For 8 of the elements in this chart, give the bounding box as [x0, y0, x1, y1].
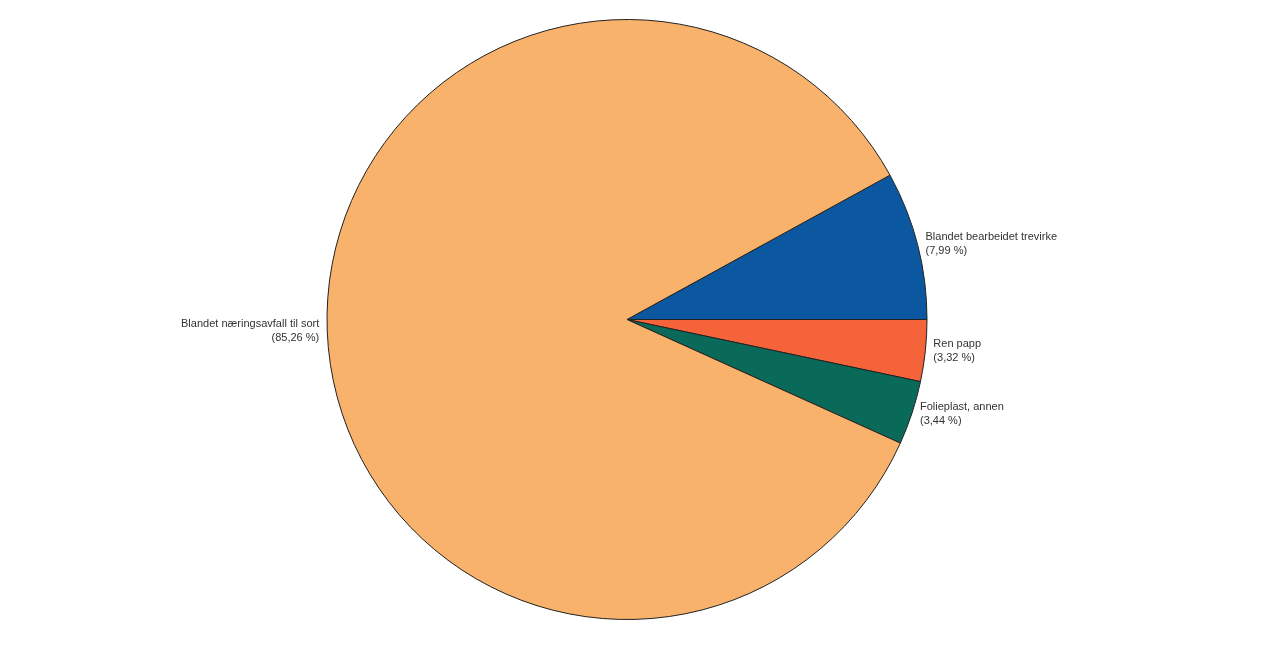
data-label: (3,32 %): [933, 350, 975, 363]
data-label: (7,99 %): [925, 244, 968, 257]
slice-label: Folieplast, annen: [919, 399, 1004, 412]
data-label: (3,44 %): [919, 413, 962, 426]
data-label: (85,26 %): [271, 331, 320, 344]
slice-label: Blandet næringsavfall til sort: [181, 317, 320, 330]
slice-label: Ren papp: [933, 336, 982, 349]
slice-label: Blandet bearbeidet trevirke: [925, 230, 1058, 243]
